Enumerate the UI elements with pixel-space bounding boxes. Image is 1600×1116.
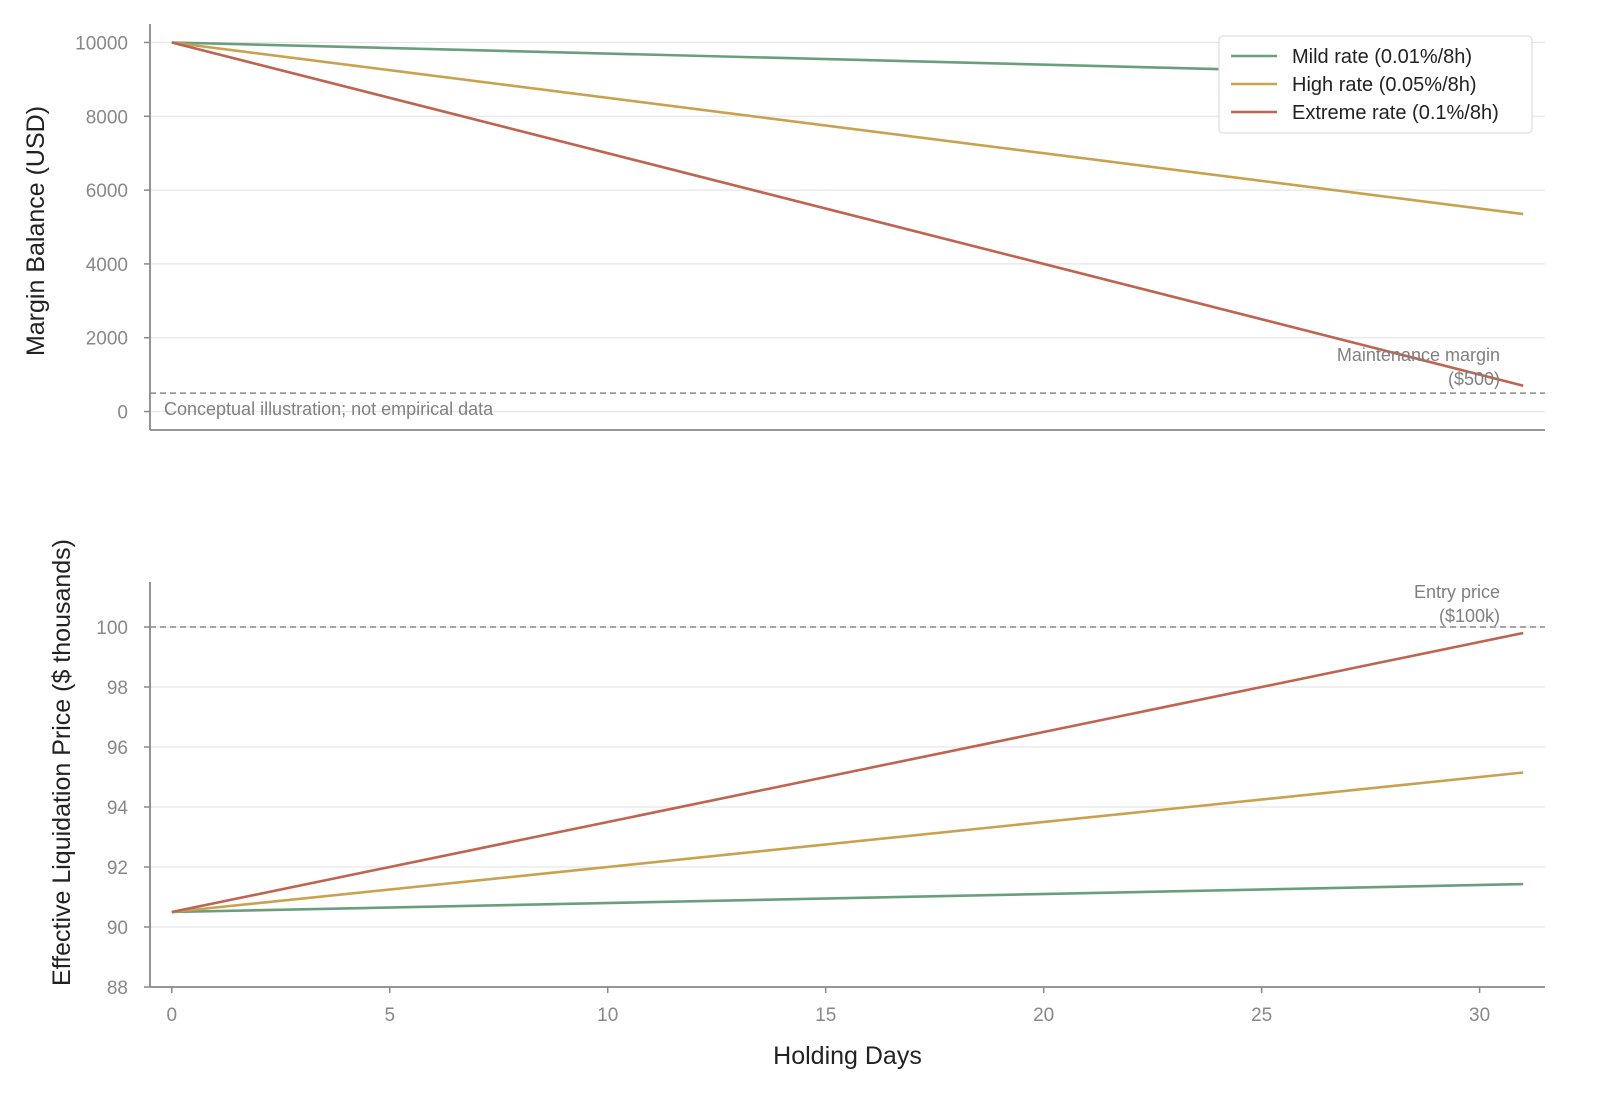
legend-label: High rate (0.05%/8h) (1292, 74, 1477, 96)
y-tick-label: 0 (117, 403, 128, 424)
series-line (171, 771, 1524, 914)
y-tick-label: 8000 (86, 107, 128, 128)
top-y-ticks: 0 2000 4000 6000 8000 10000 (75, 33, 150, 424)
series-line (171, 882, 1524, 914)
x-tick-label: 30 (1469, 1005, 1490, 1026)
entry-price-label: Entry price (1414, 582, 1500, 602)
disclaimer-annotation: Conceptual illustration; not empirical d… (164, 399, 494, 419)
legend-label: Extreme rate (0.1%/8h) (1292, 102, 1499, 124)
bottom-x-ticks: 0 5 10 15 20 25 30 (167, 987, 1490, 1026)
legend-label: Mild rate (0.01%/8h) (1292, 46, 1472, 68)
margin-balance-panel: 0 2000 4000 6000 8000 10000 Margin Balance (U… (22, 24, 1545, 431)
y-tick-label: 90 (107, 918, 128, 939)
x-tick-label: 15 (815, 1005, 836, 1026)
series-line (171, 631, 1524, 914)
series-line (171, 41, 1524, 387)
y-tick-label: 10000 (75, 33, 128, 54)
y-tick-label: 100 (96, 618, 128, 639)
bottom-axes (149, 582, 1545, 988)
y-tick-label: 4000 (86, 255, 128, 276)
y-tick-label: 2000 (86, 329, 128, 350)
top-y-axis-label: Margin Balance (USD) (22, 106, 50, 356)
x-tick-label: 25 (1251, 1005, 1272, 1026)
y-tick-label: 6000 (86, 181, 128, 202)
legend: Mild rate (0.01%/8h) High rate (0.05%/8h)… (1218, 35, 1533, 134)
x-axis-label: Holding Days (773, 1042, 922, 1070)
legend-box (1218, 35, 1533, 134)
top-axes (149, 24, 1545, 431)
x-tick-label: 10 (597, 1005, 618, 1026)
entry-price-value: ($100k) (1439, 606, 1500, 626)
bottom-y-ticks: 88 90 92 94 96 98 100 (96, 618, 150, 999)
maintenance-margin-value: ($500) (1448, 369, 1500, 389)
series-line (171, 41, 1524, 216)
x-tick-label: 20 (1033, 1005, 1054, 1026)
bottom-series-lines (171, 631, 1524, 914)
y-tick-label: 92 (107, 858, 128, 879)
y-tick-label: 96 (107, 738, 128, 759)
bottom-y-axis-label: Effective Liquidation Price ($ thousands… (48, 539, 76, 986)
top-gridlines (150, 41, 1545, 413)
liquidation-price-panel: 88 90 92 94 96 98 100 0 5 10 15 20 25 30 Effective L… (48, 539, 1545, 1070)
y-tick-label: 88 (107, 978, 128, 999)
y-tick-label: 94 (107, 798, 129, 819)
maintenance-margin-label: Maintenance margin (1337, 345, 1500, 365)
y-tick-label: 98 (107, 678, 128, 699)
x-tick-label: 5 (384, 1005, 395, 1026)
bottom-gridlines (150, 626, 1545, 988)
x-tick-label: 0 (167, 1005, 178, 1026)
